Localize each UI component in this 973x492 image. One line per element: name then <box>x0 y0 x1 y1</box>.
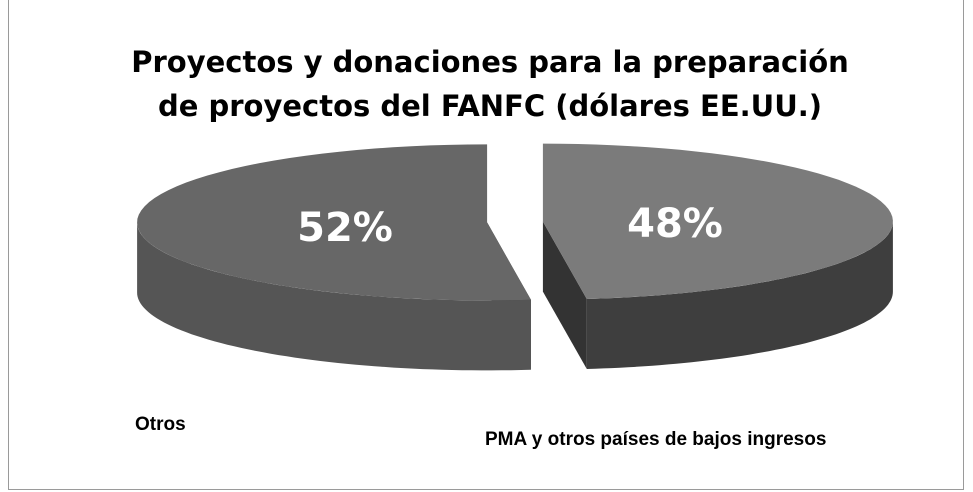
chart-title: Proyectos y donaciones para la preparaci… <box>131 45 849 123</box>
category-label: PMA y otros países de bajos ingresos <box>485 429 826 450</box>
data-label: 48% <box>627 201 723 247</box>
slice-rim <box>137 222 531 371</box>
slice <box>542 143 893 299</box>
slice-wall <box>542 221 587 369</box>
chart-frame <box>8 0 964 490</box>
category-label: Otros <box>135 414 186 435</box>
slice-rim <box>586 221 893 369</box>
slice <box>137 144 531 301</box>
data-label: 52% <box>297 205 393 251</box>
